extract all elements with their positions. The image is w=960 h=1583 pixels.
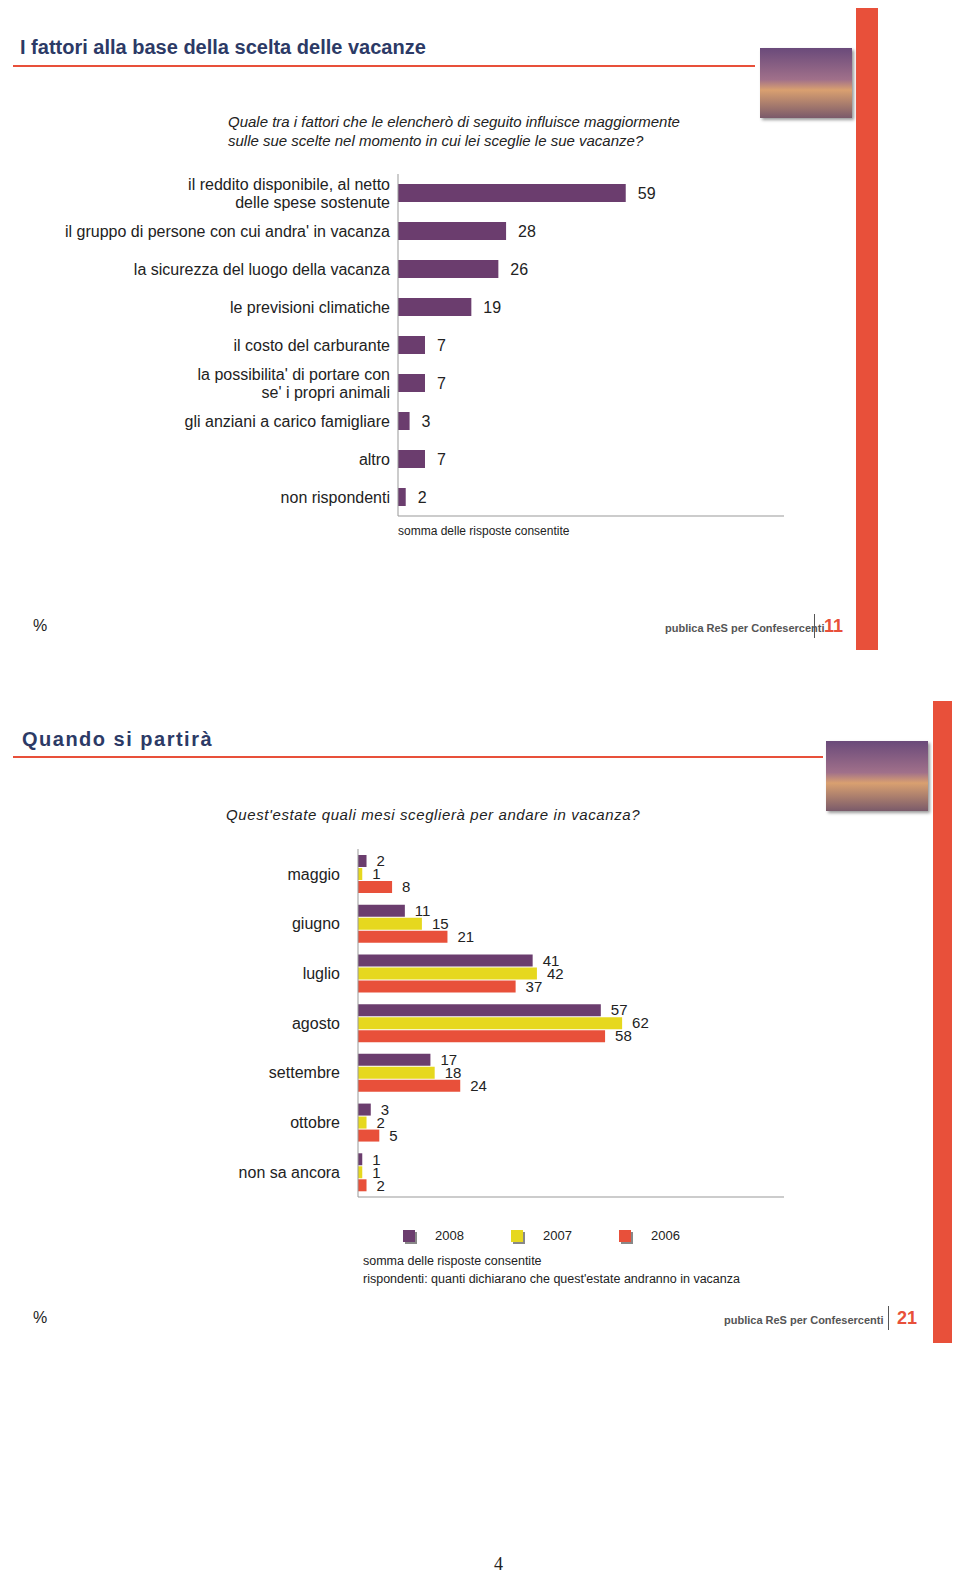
svg-text:24: 24 (470, 1077, 487, 1094)
svg-text:la possibilita' di portare con: la possibilita' di portare conse' i prop… (198, 366, 391, 401)
svg-text:8: 8 (402, 878, 410, 895)
svg-text:3: 3 (422, 413, 431, 430)
svg-text:2: 2 (377, 1114, 385, 1131)
svg-text:18: 18 (445, 1064, 462, 1081)
svg-text:41: 41 (542, 951, 560, 969)
svg-text:15: 15 (432, 915, 449, 932)
svg-text:37: 37 (526, 978, 543, 995)
svg-text:non sa ancora: non sa ancora (239, 1164, 341, 1181)
svg-text:17: 17 (440, 1051, 458, 1069)
html-text:publica ReS per Confesercenti1: publica ReS per Confesercenti11 (665, 616, 843, 636)
svg-text:3: 3 (380, 1100, 390, 1118)
svg-text:maggio: maggio (288, 866, 341, 883)
svg-text:agosto: agosto (292, 1015, 340, 1032)
svg-text:2: 2 (376, 852, 385, 870)
svg-text:il reddito disponibile, al net: il reddito disponibile, al nettodelle sp… (188, 176, 390, 211)
svg-text:26: 26 (510, 261, 528, 278)
svg-text:le previsioni climatiche: le previsioni climatiche (230, 299, 390, 316)
svg-text:ottobre: ottobre (290, 1114, 340, 1131)
svg-text:settembre: settembre (269, 1064, 340, 1081)
svg-text:la sicurezza del luogo della v: la sicurezza del luogo della vacanza (134, 261, 390, 278)
svg-text:19: 19 (483, 299, 501, 316)
svg-text:42: 42 (547, 965, 564, 982)
svg-text:giugno: giugno (292, 915, 340, 932)
svg-text:2: 2 (418, 489, 427, 506)
svg-text:non rispondenti: non rispondenti (281, 489, 390, 506)
html-text:Quale tra i fattori che le ele: Quale tra i fattori che le elencherò di … (228, 113, 680, 149)
svg-text:altro: altro (359, 451, 390, 468)
svg-text:luglio: luglio (303, 965, 340, 982)
svg-text:il gruppo di persone con cui a: il gruppo di persone con cui andra' in v… (65, 223, 390, 240)
html-text:rispondenti: quanti dichiarano: rispondenti: quanti dichiarano che quest… (363, 1272, 740, 1286)
svg-text:2: 2 (377, 1177, 385, 1194)
svg-text:il costo del carburante: il costo del carburante (233, 337, 390, 354)
html-text:Quando si partirà: Quando si partirà (22, 728, 214, 750)
svg-text:59: 59 (638, 185, 656, 202)
html-text:somma delle risposte consentit: somma delle risposte consentite (398, 524, 570, 538)
svg-text:7: 7 (437, 375, 446, 392)
svg-text:7: 7 (437, 451, 446, 468)
svg-text:7: 7 (437, 337, 446, 354)
html-text:2008: 2008 (435, 1228, 464, 1243)
svg-text:gli anziani a carico famigliar: gli anziani a carico famigliare (185, 413, 391, 430)
svg-text:1: 1 (372, 865, 380, 882)
html-text:Quest'estate quali mesi scegli: Quest'estate quali mesi sceglierà per an… (226, 806, 641, 823)
svg-text:1: 1 (372, 1150, 381, 1168)
html-text:somma delle risposte consentit: somma delle risposte consentite (363, 1254, 542, 1268)
html-text:2006: 2006 (651, 1228, 680, 1243)
svg-text:62: 62 (632, 1014, 649, 1031)
svg-text:58: 58 (615, 1027, 632, 1044)
html-text:publica ReS per Confesercenti: publica ReS per Confesercenti (724, 1314, 884, 1326)
html-text:I fattori alla base della scel: I fattori alla base della scelta delle v… (20, 36, 426, 58)
svg-text:21: 21 (457, 928, 474, 945)
svg-text:28: 28 (518, 223, 536, 240)
html-text:2007: 2007 (543, 1228, 572, 1243)
svg-text:11: 11 (415, 902, 431, 919)
svg-text:57: 57 (611, 1001, 628, 1018)
html-text:21: 21 (897, 1308, 917, 1328)
svg-text:5: 5 (389, 1127, 397, 1144)
html-text:4: 4 (494, 1554, 503, 1574)
svg-text:1: 1 (372, 1163, 381, 1181)
